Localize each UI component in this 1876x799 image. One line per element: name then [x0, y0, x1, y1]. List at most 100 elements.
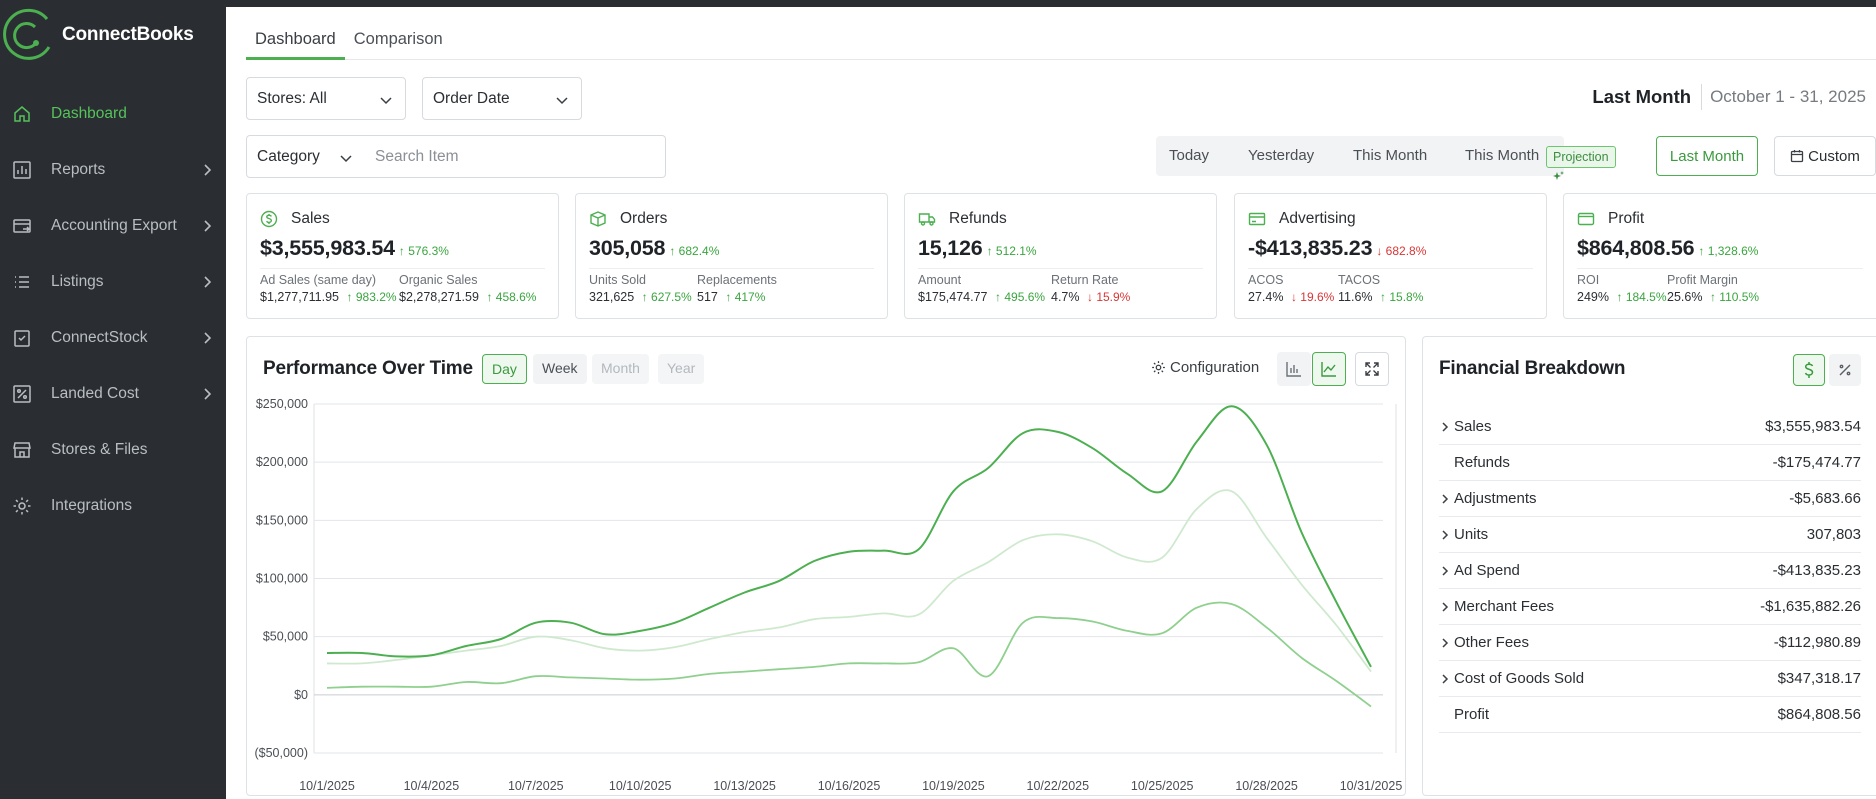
kpi-sub-change: ↑ 184.5% — [1616, 290, 1667, 304]
kpi-value: 305,058 — [589, 236, 666, 260]
financial-row-value: $3,555,983.54 — [1765, 418, 1861, 435]
kpi-sub-label: Amount — [918, 273, 962, 287]
financial-row-adjustments[interactable]: Adjustments -$5,683.66 — [1439, 481, 1861, 517]
chart-y-tick-label: $200,000 — [256, 455, 308, 469]
sidebar-item-integrations[interactable]: Integrations — [0, 478, 226, 534]
kpi-card-sales[interactable]: Sales $3,555,983.54 ↑ 576.3% Ad Sales (s… — [246, 193, 559, 319]
chevron-right-icon[interactable] — [1439, 600, 1451, 614]
period-header: Last Month October 1 - 31, 2025 — [1592, 84, 1866, 110]
sidebar-item-label: Landed Cost — [51, 385, 139, 402]
chart-y-tick-label: $0 — [294, 688, 308, 702]
financial-row-value: -$112,980.89 — [1773, 634, 1861, 651]
granularity-week-button[interactable]: Week — [533, 354, 587, 384]
bar-chart-icon — [11, 159, 33, 181]
sidebar-item-listings[interactable]: Listings — [0, 254, 226, 310]
chevron-right-icon[interactable] — [1439, 636, 1451, 650]
chart-x-tick-label: 10/7/2025 — [508, 779, 564, 793]
financial-row-sales[interactable]: Sales $3,555,983.54 — [1439, 409, 1861, 445]
sidebar-item-dashboard[interactable]: Dashboard — [0, 86, 226, 142]
financial-row-label: Ad Spend — [1454, 562, 1520, 579]
tab-comparison[interactable]: Comparison — [353, 30, 443, 48]
sidebar-item-label: Listings — [51, 273, 104, 290]
kpi-sub-change: ↓ 15.9% — [1086, 290, 1131, 304]
financial-row-value: -$5,683.66 — [1789, 490, 1861, 507]
range-today-button[interactable]: Today — [1169, 147, 1210, 164]
chart-x-tick-label: 10/22/2025 — [1027, 779, 1090, 793]
sidebar-item-reports[interactable]: Reports — [0, 142, 226, 198]
chevron-right-icon[interactable] — [1439, 564, 1451, 578]
kpi-card-advertising[interactable]: Advertising -$413,835.23 ↓ 682.8% ACOS 2… — [1234, 193, 1547, 319]
category-select-value: Category — [257, 147, 320, 165]
kpi-change: ↑ 576.3% — [398, 244, 449, 258]
financial-breakdown-title: Financial Breakdown — [1439, 358, 1626, 379]
logo[interactable]: ConnectBooks — [0, 6, 194, 64]
range-this-month-button[interactable]: This Month — [1353, 147, 1428, 164]
search-input[interactable] — [365, 135, 666, 178]
currency-view-button[interactable] — [1793, 354, 1825, 386]
sidebar-item-landed-cost[interactable]: Landed Cost — [0, 366, 226, 422]
range-last-month-button[interactable]: Last Month — [1656, 136, 1758, 176]
financial-row-units[interactable]: Units 307,803 — [1439, 517, 1861, 553]
kpi-sub-label: Return Rate — [1051, 273, 1119, 287]
financial-row-profit: Profit $864,808.56 — [1439, 697, 1861, 733]
range-yesterday-button[interactable]: Yesterday — [1248, 147, 1315, 164]
chart-y-tick-label: $50,000 — [263, 630, 308, 644]
stores-select[interactable]: Stores: All — [246, 77, 406, 120]
chevron-right-icon — [204, 332, 212, 344]
chart-series-line-profit — [326, 489, 1372, 673]
financial-breakdown-list: Sales $3,555,983.54 Refunds -$175,474.77 Adj… — [1439, 409, 1861, 733]
divider — [589, 268, 874, 269]
kpi-card-profit[interactable]: Profit $864,808.56 ↑ 1,328.6% ROI 249% ↑… — [1563, 193, 1876, 319]
financial-row-cost-of-goods-sold[interactable]: Cost of Goods Sold $347,318.17 — [1439, 661, 1861, 697]
stores-select-value: Stores: All — [257, 89, 327, 107]
financial-row-ad-spend[interactable]: Ad Spend -$413,835.23 — [1439, 553, 1861, 589]
kpi-sub-metric: Amount $175,474.77 ↑ 495.6% — [918, 270, 1045, 304]
projection-badge-label: Projection — [1553, 150, 1609, 164]
range-custom-button[interactable]: Custom — [1774, 136, 1876, 176]
kpi-value: $3,555,983.54 — [260, 236, 395, 260]
sidebar-item-stores-files[interactable]: Stores & Files — [0, 422, 226, 478]
kpi-title: Sales — [291, 210, 330, 227]
chevron-right-icon[interactable] — [1439, 672, 1451, 686]
sidebar-item-accounting-export[interactable]: Accounting Export — [0, 198, 226, 254]
kpi-sub-label: Ad Sales (same day) — [260, 273, 377, 287]
configuration-button[interactable]: Configuration — [1151, 359, 1259, 376]
sidebar-item-connectstock[interactable]: ConnectStock — [0, 310, 226, 366]
tab-dashboard[interactable]: Dashboard — [246, 24, 345, 60]
credit-card-icon — [1248, 212, 1266, 226]
kpi-sub-metric: Organic Sales $2,278,271.59 ↑ 458.6% — [399, 270, 536, 304]
line-chart-view-button[interactable] — [1312, 352, 1346, 386]
expand-chart-button[interactable] — [1355, 352, 1389, 386]
financial-row-value: $864,808.56 — [1777, 706, 1861, 723]
kpi-card-refunds[interactable]: Refunds 15,126 ↑ 512.1% Amount $175,474.… — [904, 193, 1217, 319]
date-type-select[interactable]: Order Date — [422, 77, 582, 120]
box-icon — [590, 211, 606, 227]
financial-row-merchant-fees[interactable]: Merchant Fees -$1,635,882.26 — [1439, 589, 1861, 625]
chevron-right-icon[interactable] — [1439, 528, 1451, 542]
projection-badge[interactable]: Projection — [1546, 146, 1616, 180]
range-this-month-projection-button[interactable]: This Month — [1465, 147, 1540, 164]
granularity-year-button[interactable]: Year — [658, 354, 705, 384]
chevron-right-icon[interactable] — [1439, 420, 1451, 434]
kpi-title: Orders — [620, 210, 668, 227]
date-type-select-value: Order Date — [433, 89, 510, 107]
chevron-right-icon[interactable] — [1439, 492, 1451, 506]
financial-row-other-fees[interactable]: Other Fees -$112,980.89 — [1439, 625, 1861, 661]
calendar-icon — [1791, 150, 1804, 163]
chevron-down-icon — [556, 97, 568, 105]
chevron-right-icon — [204, 276, 212, 288]
top-strip — [226, 0, 1876, 7]
kpi-card-orders[interactable]: Orders 305,058 ↑ 682.4% Units Sold 321,6… — [575, 193, 888, 319]
performance-chart: $250,000 $200,000 $150,000 $100,000 $50,000 $… — [254, 397, 1402, 793]
granularity-month-button[interactable]: Month — [592, 354, 649, 384]
kpi-sub-value: 517 — [697, 290, 718, 304]
sidebar-item-label: Reports — [51, 161, 106, 178]
granularity-day-button[interactable]: Day — [482, 354, 527, 384]
financial-row-refunds: Refunds -$175,474.77 — [1439, 445, 1861, 481]
expand-icon — [1365, 362, 1379, 376]
percent-icon — [11, 383, 33, 405]
bar-chart-view-button[interactable] — [1277, 352, 1311, 386]
financial-row-label: Cost of Goods Sold — [1454, 670, 1585, 687]
percent-view-button[interactable] — [1829, 354, 1861, 386]
category-select[interactable]: Category — [246, 135, 366, 178]
